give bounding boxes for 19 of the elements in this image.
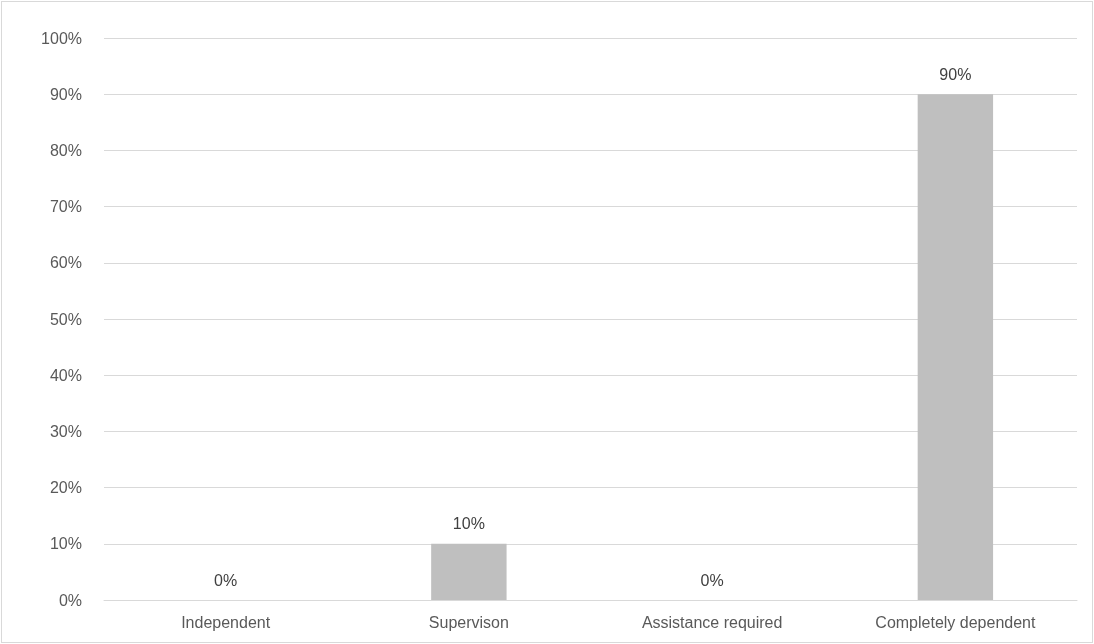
x-tick-label: Independent <box>181 613 271 631</box>
x-tick-label: Assistance required <box>641 613 783 631</box>
y-tick-label: 20% <box>49 479 82 497</box>
y-tick-label: 70% <box>49 198 82 216</box>
data-label: 0% <box>700 571 724 589</box>
y-tick-label: 30% <box>49 422 82 440</box>
y-tick-label: 80% <box>49 141 82 159</box>
y-tick-label: 100% <box>41 29 82 47</box>
data-label: 90% <box>939 65 972 83</box>
x-tick-label: Supervison <box>428 613 509 631</box>
y-tick-label: 90% <box>49 85 82 103</box>
y-tick-label: 10% <box>49 535 82 553</box>
data-label: 0% <box>214 571 238 589</box>
y-tick-label: 40% <box>49 366 82 384</box>
y-tick-label: 0% <box>58 591 82 609</box>
data-label: 10% <box>452 515 485 533</box>
y-tick-label: 60% <box>49 254 82 272</box>
y-tick-label: 50% <box>49 310 82 328</box>
x-tick-label: Completely dependent <box>875 613 1036 631</box>
